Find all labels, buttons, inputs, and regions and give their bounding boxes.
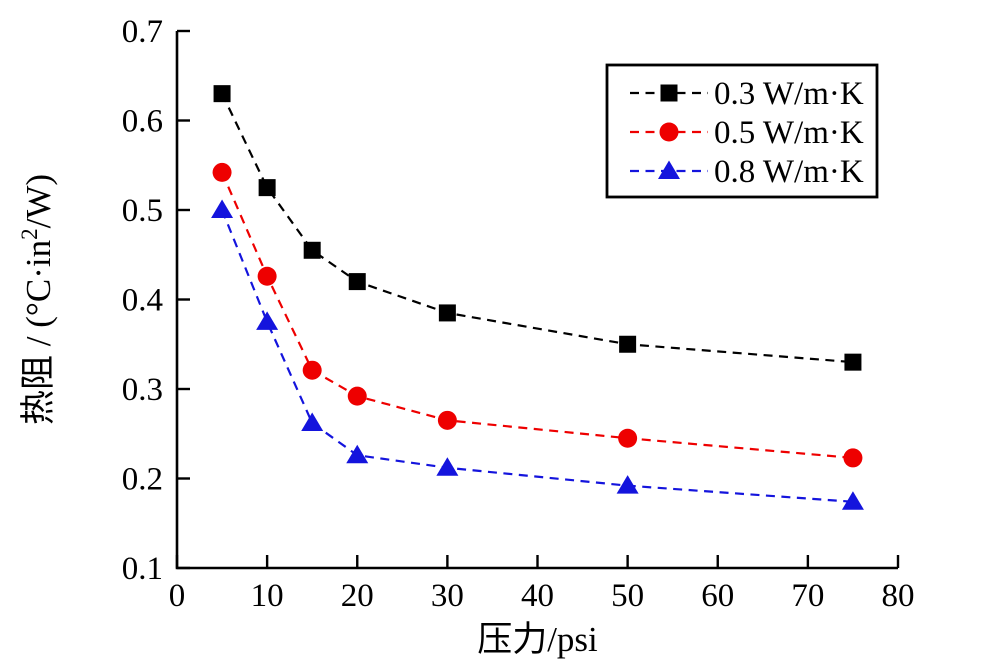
x-tick-label: 40	[521, 578, 554, 614]
y-tick-label: 0.6	[122, 104, 163, 140]
square-marker	[438, 304, 456, 322]
square-marker	[660, 84, 678, 102]
series-0.3	[213, 85, 862, 371]
triangle-marker	[436, 457, 459, 476]
legend-entry: 0.3 W/m·K	[630, 76, 864, 112]
x-tick-label: 50	[611, 578, 644, 614]
series-0.8	[211, 199, 864, 510]
y-tick-label: 0.2	[122, 462, 163, 498]
triangle-marker	[346, 444, 369, 464]
y-tick-label: 0.5	[122, 193, 163, 229]
series-group	[211, 85, 864, 510]
x-tick-label: 60	[701, 578, 734, 614]
x-tick-label: 10	[251, 578, 284, 614]
x-tick-label: 30	[431, 578, 464, 614]
y-tick-label: 0.1	[122, 551, 163, 587]
y-axis-label: 热阻 / (°C·in2/W)	[17, 174, 58, 425]
y-tick-label: 0.4	[122, 283, 163, 319]
legend-entry: 0.5 W/m·K	[630, 115, 864, 151]
circle-marker	[212, 162, 232, 182]
x-tick-label: 0	[169, 578, 186, 614]
x-tick-label: 70	[791, 578, 824, 614]
square-marker	[303, 241, 321, 259]
x-tick-label: 80	[882, 578, 915, 614]
square-marker	[844, 353, 862, 371]
axes: 0 10 20 30 40 50 60 70 80 0.1 0.2 0.3 0.4 0.5 0.6 0.7 压力…	[17, 14, 915, 659]
series-line	[221, 171, 854, 460]
triangle-marker	[841, 491, 864, 510]
triangle-marker	[256, 311, 279, 330]
y-tick-label: 0.7	[122, 14, 163, 50]
x-axis-label: 压力/psi	[477, 620, 598, 659]
circle-marker	[302, 360, 322, 380]
legend-label: 0.8 W/m·K	[714, 154, 864, 190]
legend-entry: 0.8 W/m·K	[630, 154, 864, 190]
circle-marker	[257, 266, 277, 286]
circle-marker	[843, 448, 863, 468]
series-0.5	[212, 162, 863, 468]
legend-label: 0.3 W/m·K	[714, 76, 864, 112]
legend: 0.3 W/m·K0.5 W/m·K0.8 W/m·K	[605, 63, 879, 199]
y-tick-label: 0.3	[122, 372, 163, 408]
square-marker	[348, 273, 366, 291]
circle-marker	[659, 122, 679, 142]
x-tick-label: 20	[341, 578, 374, 614]
legend-label: 0.5 W/m·K	[714, 115, 864, 151]
circle-marker	[437, 410, 457, 430]
circle-marker	[347, 386, 367, 406]
triangle-marker	[616, 475, 639, 494]
triangle-marker	[211, 199, 234, 218]
triangle-marker	[301, 412, 324, 432]
square-marker	[213, 85, 231, 103]
triangle-marker	[658, 160, 680, 179]
square-marker	[619, 335, 637, 353]
square-marker	[258, 179, 276, 197]
circle-marker	[618, 428, 638, 448]
